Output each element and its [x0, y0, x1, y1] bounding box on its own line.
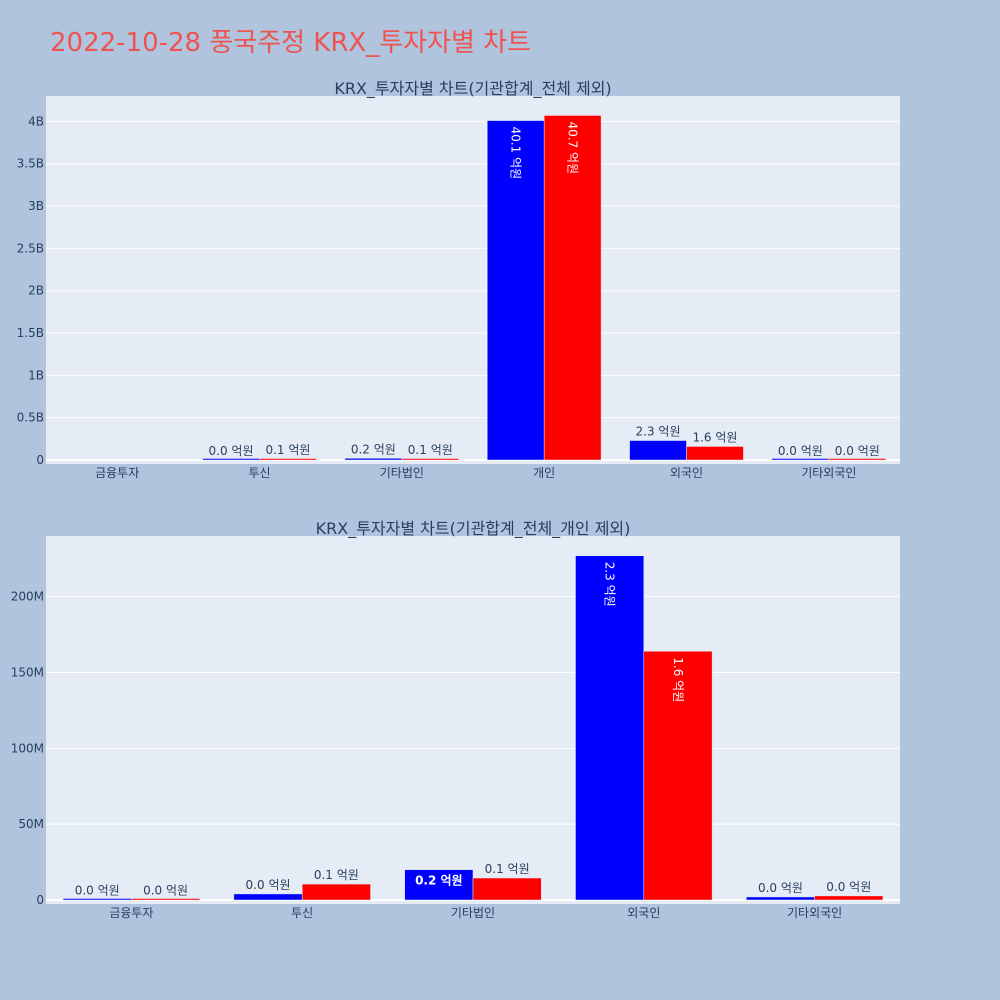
- bar: [814, 895, 884, 901]
- chart-top-title: KRX_투자자별 차트(기관합계_전체 제외): [334, 79, 611, 99]
- bar: [543, 115, 602, 461]
- data-label: 2.3 억원: [636, 425, 681, 439]
- bar: [62, 898, 132, 901]
- x-tick-label: 외국인: [627, 906, 660, 920]
- data-label: 0.0 억원: [209, 444, 254, 458]
- bar: [344, 458, 403, 461]
- data-label: 0.2 억원: [415, 874, 463, 888]
- data-label: 0.1 억원: [408, 443, 453, 457]
- x-tick-label: 개인: [533, 466, 555, 480]
- x-tick-label: 외국인: [670, 466, 703, 480]
- data-label: 0.0 억원: [758, 881, 803, 895]
- data-label: 0.1 억원: [314, 868, 359, 882]
- x-tick-label: 투신: [291, 906, 313, 920]
- x-tick-label: 금융투자: [95, 466, 139, 480]
- y-tick-label: 0: [36, 453, 44, 467]
- bar: [746, 896, 815, 901]
- data-label: 1.6 억원: [692, 430, 737, 444]
- data-label: 0.0 억원: [75, 884, 120, 898]
- data-label: 0.0 억원: [778, 444, 823, 458]
- plot-area: [46, 536, 900, 904]
- bar: [301, 883, 371, 901]
- bar: [131, 898, 200, 901]
- x-tick-label: 기타외국인: [801, 466, 856, 480]
- data-label: 0.0 억원: [835, 444, 880, 458]
- chart-bottom-title: KRX_투자자별 차트(기관합계_전체_개인 제외): [316, 519, 631, 539]
- data-label: 0.0 억원: [826, 880, 871, 894]
- data-label: 40.7 억원: [566, 121, 580, 174]
- page-title: 2022-10-28 풍국주정 KRX_투자자별 차트: [50, 28, 532, 58]
- chart-top: KRX_투자자별 차트(기관합계_전체 제외) 0 0.5B 1B 1.5B 2B 2.5…: [17, 79, 900, 480]
- x-tick-label: 투신: [248, 466, 270, 480]
- data-label: 0.0 억원: [246, 878, 291, 892]
- y-tick-label: 0: [36, 893, 44, 907]
- y-tick-label: 50M: [18, 817, 44, 831]
- x-tick-label: 금융투자: [109, 906, 153, 920]
- bar: [404, 869, 474, 901]
- data-label: 40.1 억원: [509, 127, 523, 180]
- bar: [686, 446, 744, 461]
- y-tick-label: 150M: [11, 666, 44, 680]
- data-label: 0.2 억원: [351, 442, 396, 456]
- x-tick-label: 기타외국인: [787, 906, 842, 920]
- y-tick-label: 200M: [11, 590, 44, 604]
- bar: [486, 120, 545, 461]
- data-label: 0.1 억원: [485, 862, 530, 876]
- bar: [771, 458, 830, 461]
- y-tick-label: 1B: [28, 368, 44, 382]
- y-tick-label: 3.5B: [17, 157, 44, 171]
- bar: [202, 458, 260, 461]
- chart-bottom: KRX_투자자별 차트(기관합계_전체_개인 제외) 0 50M 100M 150M 2…: [11, 519, 900, 920]
- bar: [643, 651, 713, 901]
- bar: [401, 458, 460, 461]
- data-label: 1.6 억원: [671, 657, 685, 702]
- y-tick-label: 3B: [28, 199, 44, 213]
- bar: [575, 555, 645, 901]
- x-tick-label: 기타법인: [451, 906, 495, 920]
- plot-area: [46, 96, 900, 464]
- y-tick-label: 2B: [28, 284, 44, 298]
- x-tick-label: 기타법인: [380, 466, 424, 480]
- bar: [472, 877, 542, 901]
- bar: [233, 893, 303, 901]
- y-tick-label: 100M: [11, 741, 44, 755]
- y-tick-label: 0.5B: [17, 411, 44, 425]
- y-tick-label: 4B: [28, 114, 44, 128]
- data-label: 0.1 억원: [265, 443, 310, 457]
- data-label: 2.3 억원: [603, 562, 617, 607]
- bar: [259, 458, 317, 461]
- bar: [828, 458, 887, 461]
- bar: [629, 440, 687, 461]
- y-tick-label: 1.5B: [17, 326, 44, 340]
- data-label: 0.0 억원: [143, 884, 188, 898]
- y-tick-label: 2.5B: [17, 241, 44, 255]
